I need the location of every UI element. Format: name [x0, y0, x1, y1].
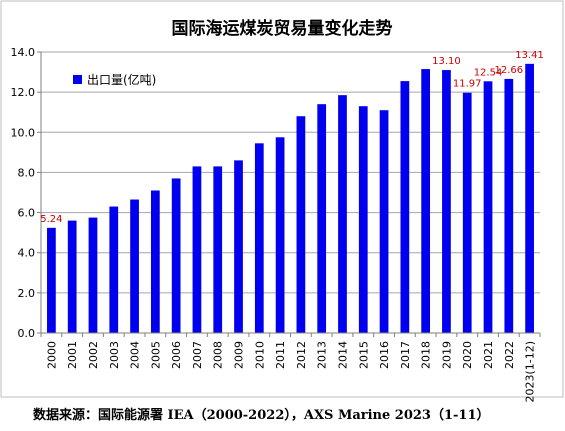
bar [379, 110, 389, 333]
y-tick-label: 8.0 [18, 166, 36, 179]
x-tick-label: 2001 [66, 341, 79, 369]
bar [88, 217, 98, 333]
data-label: 13.10 [432, 56, 461, 67]
bar [150, 190, 160, 333]
legend-swatch [73, 75, 82, 84]
data-label: 12.66 [494, 65, 523, 76]
x-tick-label: 2017 [399, 341, 412, 369]
legend: 出口量(亿吨) [73, 72, 156, 87]
x-axis: 2000 2001 2002 2003 2004 2005 2006 2007 2008 2009… [40, 332, 541, 403]
x-tick-label: 2006 [170, 341, 183, 369]
y-tick-label: 10.0 [11, 126, 36, 139]
x-tick-label: 2019 [440, 341, 453, 369]
bar [338, 95, 347, 334]
bar [47, 227, 56, 333]
x-tick-label: 2014 [336, 341, 349, 369]
y-tick-label: 4.0 [18, 247, 36, 260]
bar [400, 81, 410, 333]
bar [525, 63, 534, 334]
bar [234, 160, 243, 333]
y-tick-label: 12.0 [11, 86, 36, 99]
x-tick-label: 2022 [503, 341, 516, 369]
bar [504, 78, 514, 333]
legend-label: 出口量(亿吨) [87, 72, 156, 87]
bar [421, 69, 431, 333]
bar [483, 81, 493, 333]
chart-title: 国际海运煤炭贸易量变化走势 [172, 18, 393, 39]
x-tick-label: 2009 [233, 341, 246, 369]
source-note: 数据来源：国际能源署 IEA（2000-2022），AXS Marine 202… [33, 408, 490, 423]
x-tick-label: 2004 [129, 341, 142, 369]
data-label: 11.97 [453, 79, 482, 90]
bar [213, 166, 223, 333]
bar [109, 206, 119, 333]
bar [442, 70, 451, 334]
bar [358, 106, 368, 333]
x-tick-label: 2016 [378, 341, 391, 369]
x-tick-label: 2020 [461, 341, 474, 369]
data-label: 13.41 [515, 50, 544, 61]
x-tick-label: 2005 [149, 341, 162, 369]
x-tick-label: 2002 [87, 341, 100, 369]
bar [192, 166, 202, 333]
x-tick-label: 2007 [191, 341, 204, 369]
y-tick-label: 0.0 [18, 327, 36, 340]
data-label: 12.54 [474, 67, 503, 78]
bar [275, 137, 285, 333]
bar [67, 220, 77, 333]
bars [47, 63, 534, 334]
bar [462, 92, 472, 334]
x-tick-label: 2023(1-12) [524, 341, 537, 403]
x-tick-label: 2018 [420, 341, 433, 369]
bar [317, 104, 327, 333]
x-tick-label: 2008 [212, 341, 225, 369]
data-label: 5.24 [40, 214, 62, 225]
x-tick-label: 2003 [108, 341, 121, 369]
x-tick-label: 2000 [45, 341, 58, 369]
bar [171, 178, 181, 333]
x-tick-label: 2011 [274, 341, 287, 369]
y-tick-label: 14.0 [11, 46, 36, 59]
x-tick-label: 2013 [316, 341, 329, 369]
bar [254, 143, 264, 333]
x-tick-label: 2012 [295, 341, 308, 369]
y-tick-label: 2.0 [18, 287, 36, 300]
y-tick-label: 6.0 [18, 207, 36, 220]
bar [130, 199, 139, 333]
bar [296, 116, 306, 333]
x-tick-label: 2015 [357, 341, 370, 369]
x-tick-label: 2021 [482, 341, 495, 369]
x-tick-label: 2010 [253, 341, 266, 369]
y-axis: 0.0 2.0 4.0 6.0 8.0 10.0 12.0 14.0 [11, 46, 42, 340]
